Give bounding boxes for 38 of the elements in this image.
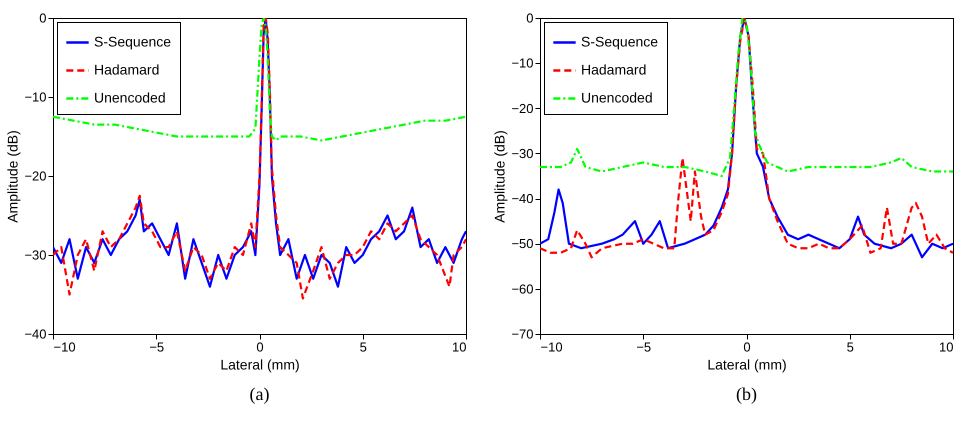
x-tick-label: 10 bbox=[452, 340, 466, 354]
y-tick-label: 0 bbox=[39, 10, 46, 26]
legend-label: Unencoded bbox=[581, 90, 653, 106]
x-tick-label: 5 bbox=[846, 340, 854, 354]
line-series bbox=[540, 18, 953, 178]
x-tick-label: −10 bbox=[540, 340, 563, 354]
y-tick-label: 0 bbox=[526, 10, 534, 26]
x-tick-label: −10 bbox=[54, 340, 76, 354]
x-tick-label: 5 bbox=[360, 340, 367, 354]
x-axis-title: Lateral (mm) bbox=[220, 356, 300, 372]
y-tick-label: −30 bbox=[24, 248, 46, 262]
legend-label: Hadamard bbox=[581, 62, 646, 78]
text: (b) bbox=[736, 384, 757, 404]
x-tick-label: 10 bbox=[939, 340, 954, 354]
legend-label: S-Sequence bbox=[581, 34, 658, 50]
x-tick-label: 0 bbox=[743, 340, 751, 354]
line-series bbox=[53, 18, 466, 142]
text: (a) bbox=[250, 384, 270, 404]
y-axis-title: Amplitude (dB) bbox=[4, 130, 20, 223]
y-tick-label: −40 bbox=[511, 191, 534, 206]
x-axis-title: Lateral (mm) bbox=[707, 356, 787, 372]
legend-label: Unencoded bbox=[94, 90, 166, 106]
y-tick-label: −30 bbox=[511, 146, 534, 161]
y-axis-title: Amplitude (dB) bbox=[491, 130, 508, 223]
y-tick-label: −50 bbox=[511, 236, 534, 252]
line-series bbox=[540, 18, 953, 258]
y-tick-label: −10 bbox=[24, 90, 46, 104]
x-tick-label: 0 bbox=[256, 340, 264, 354]
y-tick-label: −60 bbox=[511, 281, 534, 296]
y-tick-label: −20 bbox=[511, 100, 534, 116]
y-tick-label: −10 bbox=[511, 56, 534, 71]
x-tick-label: −5 bbox=[636, 340, 652, 354]
x-tick-label: −5 bbox=[149, 340, 164, 354]
y-tick-label: −70 bbox=[511, 326, 534, 342]
legend-label: S-Sequence bbox=[94, 34, 172, 50]
legend-label: Hadamard bbox=[94, 62, 160, 78]
y-tick-label: −20 bbox=[24, 168, 46, 184]
y-tick-label: −40 bbox=[24, 326, 46, 342]
